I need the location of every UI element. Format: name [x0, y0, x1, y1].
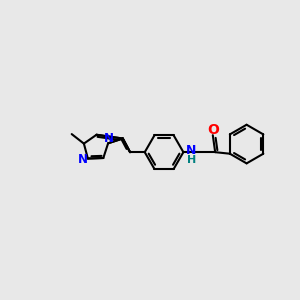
Text: N: N [78, 153, 88, 166]
Text: O: O [207, 123, 219, 137]
Text: N: N [103, 132, 113, 145]
Text: N: N [186, 145, 197, 158]
Text: H: H [187, 154, 196, 165]
